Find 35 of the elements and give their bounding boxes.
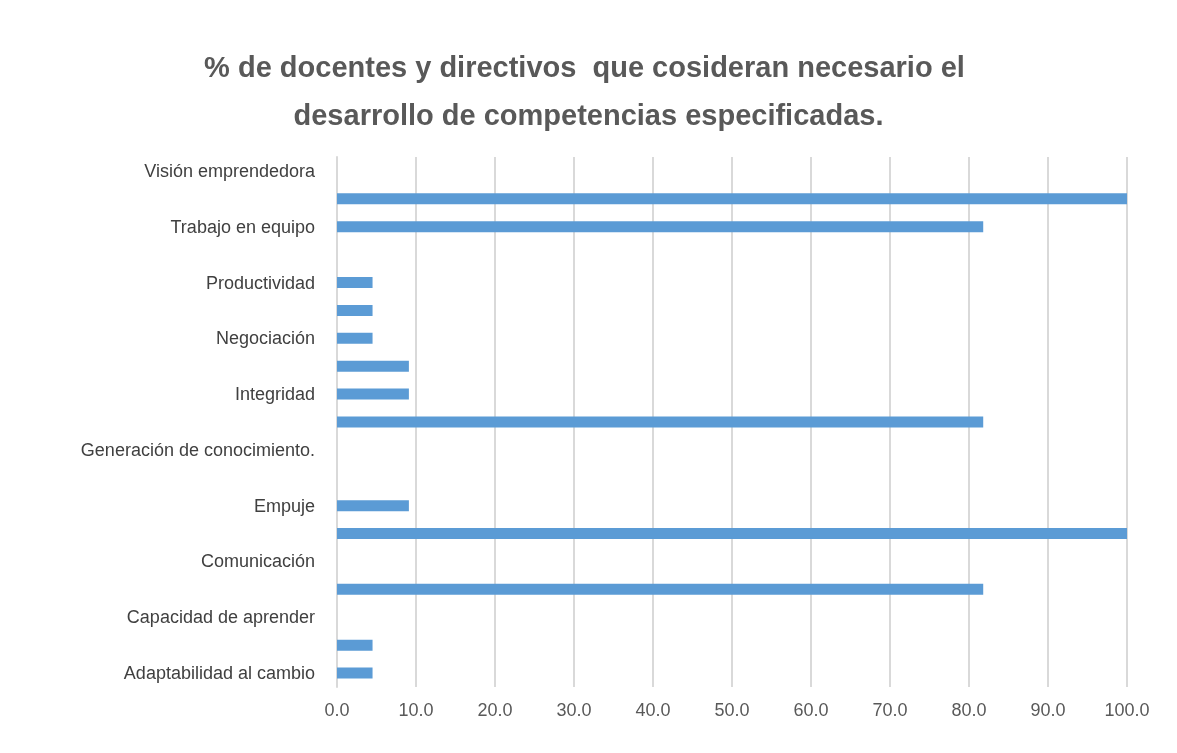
x-tick-label: 80.0 [951,700,987,720]
y-tick-label: Generación de conocimiento. [80,439,315,460]
x-tick-label: 30.0 [556,700,592,720]
x-tick-label: 10.0 [398,700,434,720]
bar [337,528,1127,540]
y-tick-label: Comunicación [200,551,315,572]
bar [337,332,373,344]
bar [337,500,409,512]
y-tick-label: Adaptabilidad al cambio [123,663,315,684]
y-tick-label: Negociación [215,328,315,349]
x-tick-label: 20.0 [477,700,513,720]
y-tick-label: Visión emprendedora [144,160,316,181]
bar [337,388,409,400]
y-tick-label: Capacidad de aprender [126,607,315,628]
y-tick-label: Integridad [234,384,315,405]
x-tick-label: 50.0 [714,700,750,720]
x-tick-label: 90.0 [1030,700,1066,720]
bar [337,416,984,428]
bar [337,304,373,316]
bar [337,277,373,289]
bar [337,667,373,679]
x-tick-label: 70.0 [872,700,908,720]
y-tick-label: Trabajo en equipo [170,216,315,237]
y-tick-label: Empuje [253,495,315,516]
bar [337,639,373,651]
x-tick-label: 60.0 [793,700,829,720]
x-tick-label: 0.0 [324,700,350,720]
chart-title: % de docentes y directivos que cosideran necesario el desarrollo de competencias especificadas. [204,51,973,131]
bar [337,583,984,595]
bar [337,221,984,233]
x-tick-label: 40.0 [635,700,671,720]
y-tick-label: Productividad [205,272,315,293]
bar [337,193,1127,205]
x-tick-label: 100.0 [1104,700,1150,720]
bar [337,360,409,372]
